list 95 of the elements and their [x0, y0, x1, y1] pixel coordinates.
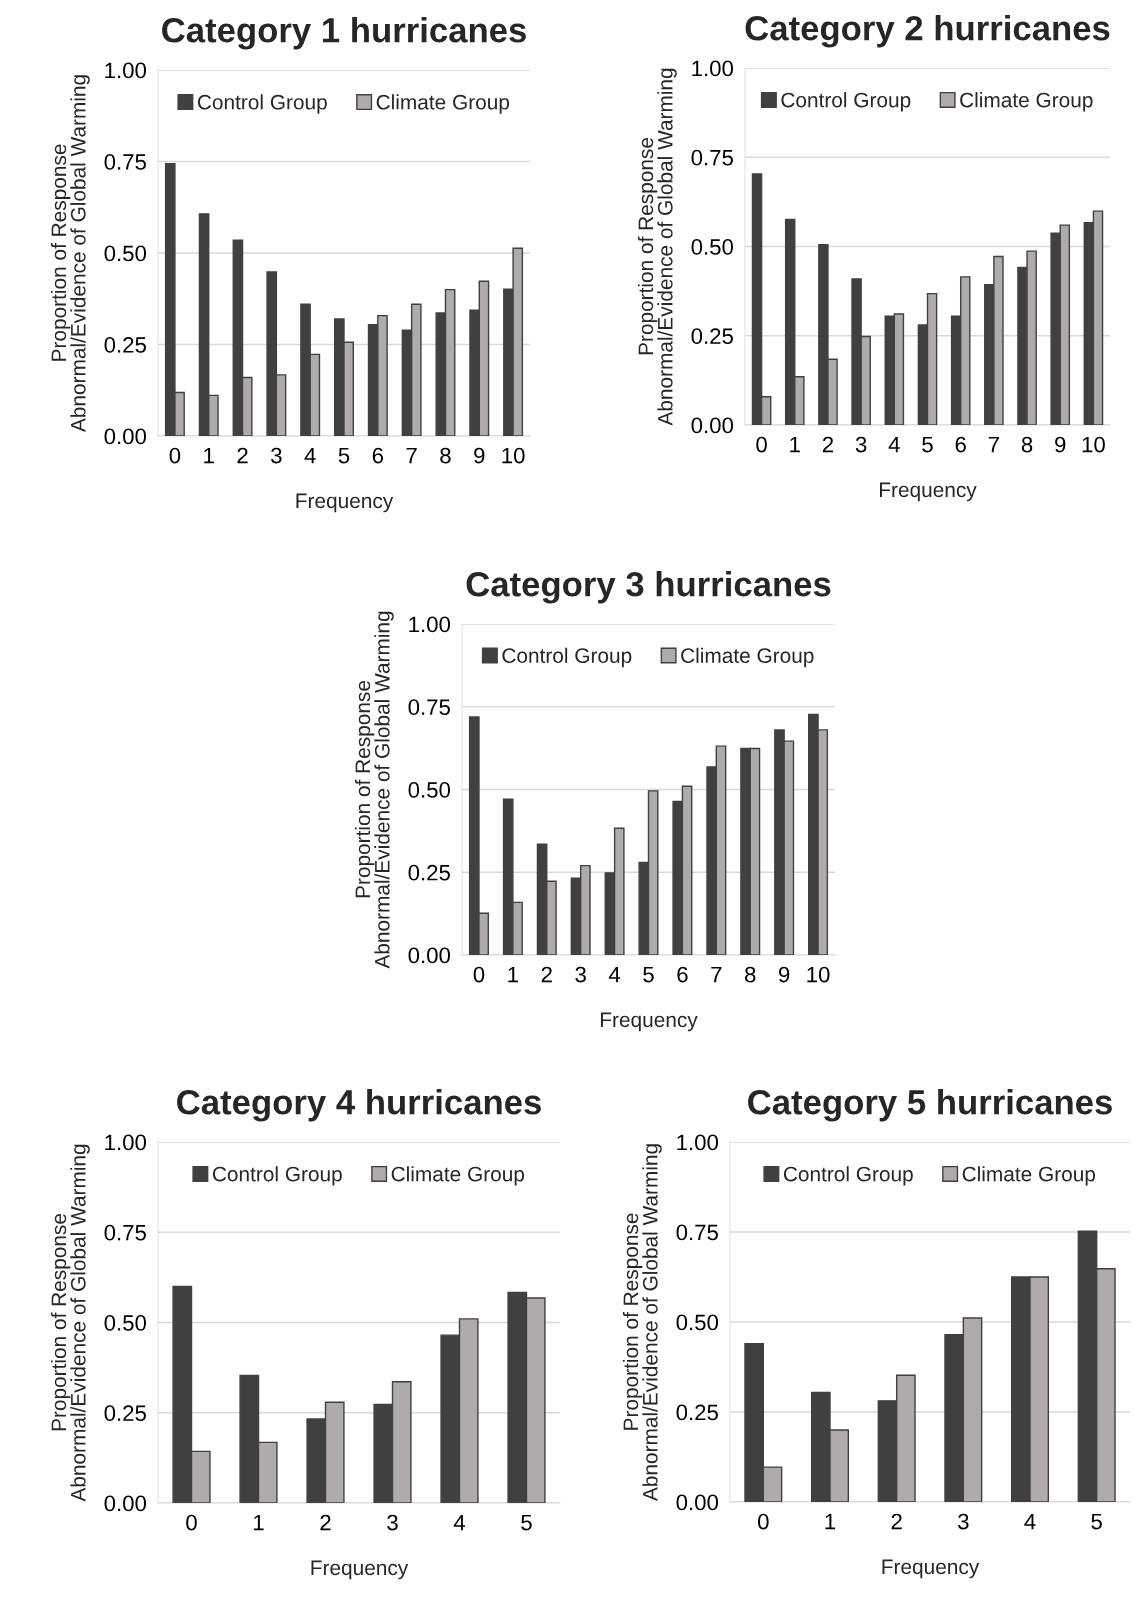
x-tick-label: 1 — [204, 447, 214, 464]
chart-title: Category 4 hurricanes — [177, 1089, 541, 1122]
x-tick-label: 9 — [474, 447, 485, 464]
x-tick-label: 3 — [575, 966, 586, 983]
y-tick-label: 0.50 — [408, 782, 451, 798]
x-tick-label: 2 — [320, 1514, 331, 1531]
x-tick-label: 3 — [958, 1513, 969, 1530]
x-tick-label: 6 — [677, 966, 688, 983]
y-tick-label: 1.00 — [409, 616, 451, 633]
x-tick-label: 5 — [338, 447, 350, 464]
x-tick-label: 8 — [1021, 436, 1033, 453]
x-axis-title: Frequency — [296, 493, 394, 513]
y-tick-label: 0.25 — [104, 1405, 146, 1422]
y-axis-title: Proportion of Response Abnormal/Evidence of Global Warming — [637, 68, 677, 426]
y-tick-label: 0.75 — [676, 1224, 718, 1241]
x-tick-label: 0 — [758, 1513, 769, 1530]
y-tick-label: 0.50 — [691, 239, 734, 255]
y-axis-title: Proportion of Response Abnormal/Evidence of Global Warming — [50, 75, 90, 433]
x-tick-label: 5 — [521, 1514, 532, 1531]
x-tick-label: 0 — [756, 436, 767, 453]
y-tick-label: 0.50 — [104, 1315, 147, 1331]
y-tick-label: 0.00 — [676, 1494, 719, 1511]
legend-label: Control Group — [783, 1166, 913, 1186]
x-tick-label: 4 — [1024, 1513, 1036, 1530]
x-tick-label: 5 — [643, 966, 654, 983]
x-tick-label: 7 — [988, 436, 999, 453]
y-tick-label: 0.50 — [104, 245, 147, 262]
y-tick-label: 0.75 — [104, 1224, 146, 1241]
x-axis-title: Frequency — [882, 1559, 980, 1579]
y-tick-label: 0.75 — [104, 154, 146, 170]
x-tick-label: 3 — [271, 447, 282, 464]
legend-label: Control Group — [781, 92, 911, 112]
y-tick-label: 0.25 — [691, 328, 733, 345]
x-tick-label: 5 — [1091, 1513, 1102, 1530]
y-tick-label: 0.00 — [104, 1495, 147, 1512]
legend-label: Control Group — [502, 647, 632, 668]
x-axis-title: Frequency — [880, 482, 977, 502]
x-tick-label: 2 — [822, 436, 834, 453]
y-tick-label: 0.00 — [408, 947, 451, 964]
x-tick-label: 1 — [508, 966, 518, 983]
y-axis-title: Proportion of Response Abnormal/Evidence of Global Warming — [50, 1144, 90, 1502]
x-tick-label: 4 — [888, 436, 900, 453]
x-tick-label: 4 — [608, 966, 621, 983]
legend-label: Climate Group — [962, 1166, 1096, 1186]
x-axis-title: Frequency — [601, 1012, 698, 1032]
y-tick-label: 1.00 — [677, 1134, 719, 1151]
y-tick-label: 0.00 — [104, 428, 147, 445]
x-tick-label: 0 — [169, 447, 181, 464]
x-axis-title: Frequency — [311, 1560, 409, 1580]
x-tick-label: 3 — [387, 1514, 398, 1531]
x-tick-label: 10 — [807, 966, 830, 983]
y-axis-title: Proportion of Response Abnormal/Evidence of Global Warming — [622, 1144, 662, 1502]
chart-title: Category 1 hurricanes — [162, 17, 526, 50]
legend-label: Climate Group — [376, 94, 510, 114]
x-tick-label: 10 — [1082, 436, 1105, 453]
y-tick-label: 1.00 — [105, 1134, 147, 1151]
x-tick-label: 3 — [855, 436, 867, 453]
x-tick-label: 9 — [779, 966, 790, 983]
x-tick-label: 6 — [372, 447, 384, 464]
y-tick-label: 1.00 — [105, 62, 147, 79]
x-tick-label: 7 — [406, 447, 417, 464]
y-tick-label: 0.50 — [676, 1314, 719, 1331]
legend-label: Control Group — [212, 1166, 342, 1186]
x-tick-label: 0 — [473, 966, 485, 983]
x-tick-label: 2 — [237, 447, 248, 464]
y-tick-label: 1.00 — [692, 60, 734, 77]
legend-label: Control Group — [197, 94, 327, 114]
legend-label: Climate Group — [391, 1166, 525, 1186]
y-tick-label: 0.00 — [691, 417, 734, 434]
chart-title: Category 5 hurricanes — [748, 1089, 1112, 1122]
x-tick-label: 8 — [440, 447, 451, 464]
x-tick-label: 1 — [254, 1514, 264, 1531]
chart-title: Category 3 hurricanes — [466, 571, 831, 604]
x-tick-label: 6 — [955, 436, 966, 453]
x-tick-label: 7 — [711, 966, 722, 983]
x-tick-label: 2 — [541, 966, 552, 983]
x-tick-label: 8 — [745, 966, 756, 983]
x-tick-label: 5 — [922, 436, 933, 453]
x-tick-label: 2 — [891, 1513, 902, 1530]
x-tick-label: 4 — [304, 447, 316, 464]
y-axis-title: Proportion of Response Abnormal/Evidence of Global Warming — [354, 611, 394, 969]
chart-title: Category 2 hurricanes — [745, 15, 1110, 48]
y-tick-label: 0.25 — [676, 1404, 718, 1421]
y-tick-label: 0.25 — [104, 337, 146, 353]
y-tick-label: 0.25 — [408, 864, 450, 881]
x-tick-label: 10 — [502, 447, 525, 464]
x-tick-label: 1 — [790, 436, 800, 453]
legend-label: Climate Group — [960, 92, 1093, 112]
y-tick-label: 0.75 — [408, 699, 450, 716]
x-tick-label: 9 — [1055, 436, 1066, 453]
x-tick-label: 0 — [186, 1514, 197, 1531]
y-tick-label: 0.75 — [691, 149, 733, 166]
x-tick-label: 4 — [453, 1514, 466, 1531]
x-tick-label: 1 — [825, 1513, 836, 1530]
legend-label: Climate Group — [681, 647, 814, 668]
